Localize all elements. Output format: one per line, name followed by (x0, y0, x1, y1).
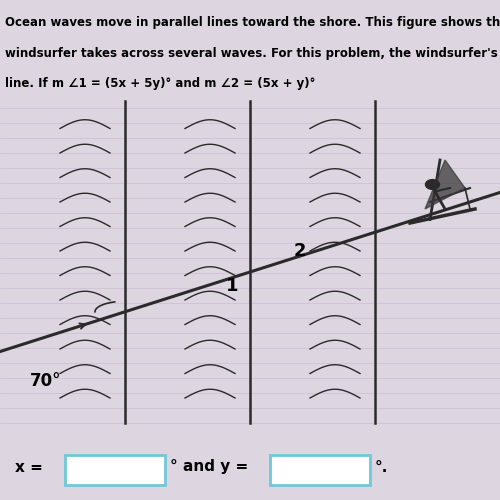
FancyBboxPatch shape (270, 455, 370, 485)
Polygon shape (425, 160, 465, 209)
Text: windsurfer takes across several waves. For this problem, the windsurfer's path i: windsurfer takes across several waves. F… (5, 47, 500, 60)
Text: 70°: 70° (30, 372, 62, 390)
Text: 2: 2 (294, 242, 306, 260)
Text: 1: 1 (226, 277, 239, 295)
Circle shape (426, 180, 440, 190)
Text: x =: x = (15, 460, 43, 474)
FancyBboxPatch shape (65, 455, 165, 485)
Text: line. If m ∠1 = (5x + 5y)° and m ∠2 = (5x + y)°: line. If m ∠1 = (5x + 5y)° and m ∠2 = (5… (5, 78, 316, 90)
Text: ° and y =: ° and y = (170, 460, 248, 474)
Text: Ocean waves move in parallel lines toward the shore. This figure shows the path : Ocean waves move in parallel lines towar… (5, 16, 500, 29)
Text: °.: °. (375, 460, 388, 474)
